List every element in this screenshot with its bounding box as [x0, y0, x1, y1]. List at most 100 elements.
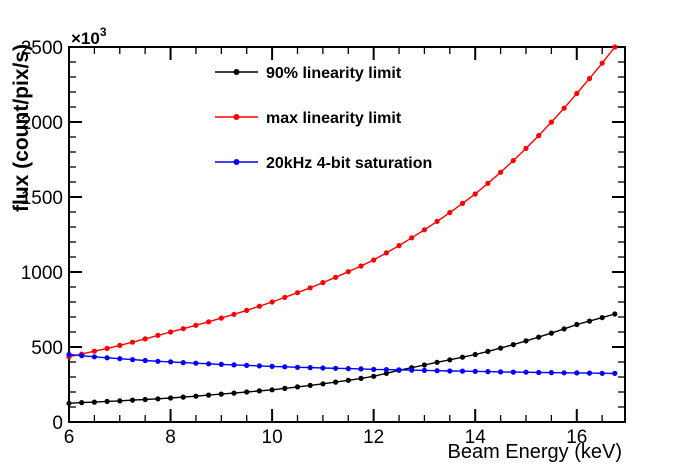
axis-ticks — [68, 46, 625, 423]
data-point — [244, 307, 250, 313]
data-point — [345, 366, 351, 372]
data-point — [409, 235, 415, 241]
data-point — [117, 398, 123, 404]
data-point — [561, 105, 567, 111]
data-point — [168, 359, 174, 365]
data-point — [117, 342, 123, 348]
data-point — [206, 361, 212, 367]
data-point — [193, 360, 199, 366]
data-point — [586, 76, 593, 82]
data-point — [142, 357, 148, 364]
data-point — [548, 330, 555, 336]
legend-label-20khz-4-bit-saturation: 20kHz 4-bit saturation — [266, 155, 432, 172]
data-point — [485, 348, 491, 354]
data-point — [599, 60, 605, 66]
data-point — [79, 400, 85, 406]
y-axis-title: flux (count/pix/s) — [10, 44, 33, 212]
data-point — [447, 357, 453, 363]
data-point — [371, 366, 377, 372]
data-point — [358, 263, 364, 269]
data-point — [91, 354, 97, 360]
data-point — [434, 218, 440, 224]
data-point — [472, 368, 478, 374]
data-point — [574, 370, 580, 376]
data-point — [155, 396, 161, 402]
data-point — [294, 290, 301, 296]
data-point — [409, 367, 415, 373]
data-point — [383, 250, 389, 256]
data-point — [142, 396, 148, 403]
data-point — [396, 243, 402, 249]
data-point — [434, 368, 440, 374]
series-line-90-linearity-limit — [68, 313, 615, 404]
data-point — [231, 311, 237, 317]
data-point — [586, 318, 593, 324]
y-tick-label: 2000 — [21, 113, 63, 134]
legend: 90% linearity limit max linearity limit 20… — [215, 65, 432, 172]
x-tick-label: 10 — [262, 427, 283, 448]
data-point — [510, 369, 516, 375]
data-point — [498, 169, 504, 175]
data-point — [523, 338, 529, 344]
data-point — [612, 44, 618, 50]
data-point — [282, 294, 288, 300]
legend-label-90-linearity-limit: 90% linearity limit — [266, 65, 402, 82]
data-point — [307, 382, 313, 388]
y-tick-label: 2500 — [21, 38, 63, 59]
data-point — [180, 360, 186, 366]
x-tick-label: 14 — [465, 427, 487, 448]
data-point — [320, 381, 326, 387]
data-point — [612, 311, 618, 317]
data-point — [421, 367, 427, 373]
data-point — [333, 365, 339, 371]
data-point — [168, 329, 174, 335]
data-point — [345, 377, 351, 383]
data-point — [421, 362, 427, 368]
x-axis-title: Beam Energy (keV) — [447, 441, 622, 463]
data-point — [104, 398, 110, 404]
data-point — [142, 336, 148, 342]
x-tick-label: 6 — [64, 427, 75, 448]
y-axis-power-base: ×10 — [71, 29, 100, 48]
data-point — [129, 397, 136, 403]
legend-marker-20khz-4-bit-saturation — [233, 159, 240, 165]
data-point — [383, 367, 389, 373]
data-point — [66, 351, 72, 358]
y-axis-power-exponent: 3 — [100, 25, 107, 39]
data-point — [307, 365, 313, 371]
data-point — [193, 393, 199, 399]
data-point — [485, 369, 491, 375]
data-point — [358, 375, 364, 381]
data-point — [447, 368, 453, 374]
y-tick-label: 1000 — [21, 263, 63, 284]
y-axis-power-label: ×103 — [71, 25, 107, 48]
data-point — [231, 390, 237, 396]
data-point — [104, 355, 110, 361]
data-point — [536, 369, 542, 376]
data-point — [371, 373, 377, 379]
data-point — [561, 326, 567, 332]
legend-entry-20khz-4-bit-saturation: 20kHz 4-bit saturation — [215, 155, 432, 172]
data-point — [155, 358, 161, 364]
data-point — [345, 269, 351, 275]
data-point — [333, 274, 339, 280]
data-point — [599, 370, 605, 376]
data-point — [206, 319, 212, 325]
data-point — [320, 280, 326, 286]
axis-tick-labels: 6 8 10 12 14 16 0 500 1000 1500 2000 2500 — [21, 38, 588, 448]
data-point — [561, 370, 567, 376]
y-tick-label: 0 — [52, 413, 63, 434]
data-point — [218, 315, 224, 321]
data-point — [180, 394, 186, 400]
data-point — [66, 400, 72, 406]
series-line-max-linearity-limit — [68, 46, 616, 358]
data-point — [294, 364, 301, 370]
data-point — [485, 180, 491, 186]
legend-label-max-linearity-limit: max linearity limit — [266, 110, 402, 127]
data-point — [396, 367, 402, 373]
data-point — [231, 362, 237, 368]
data-point — [599, 315, 605, 321]
data-series — [66, 44, 618, 406]
data-point — [472, 351, 478, 358]
